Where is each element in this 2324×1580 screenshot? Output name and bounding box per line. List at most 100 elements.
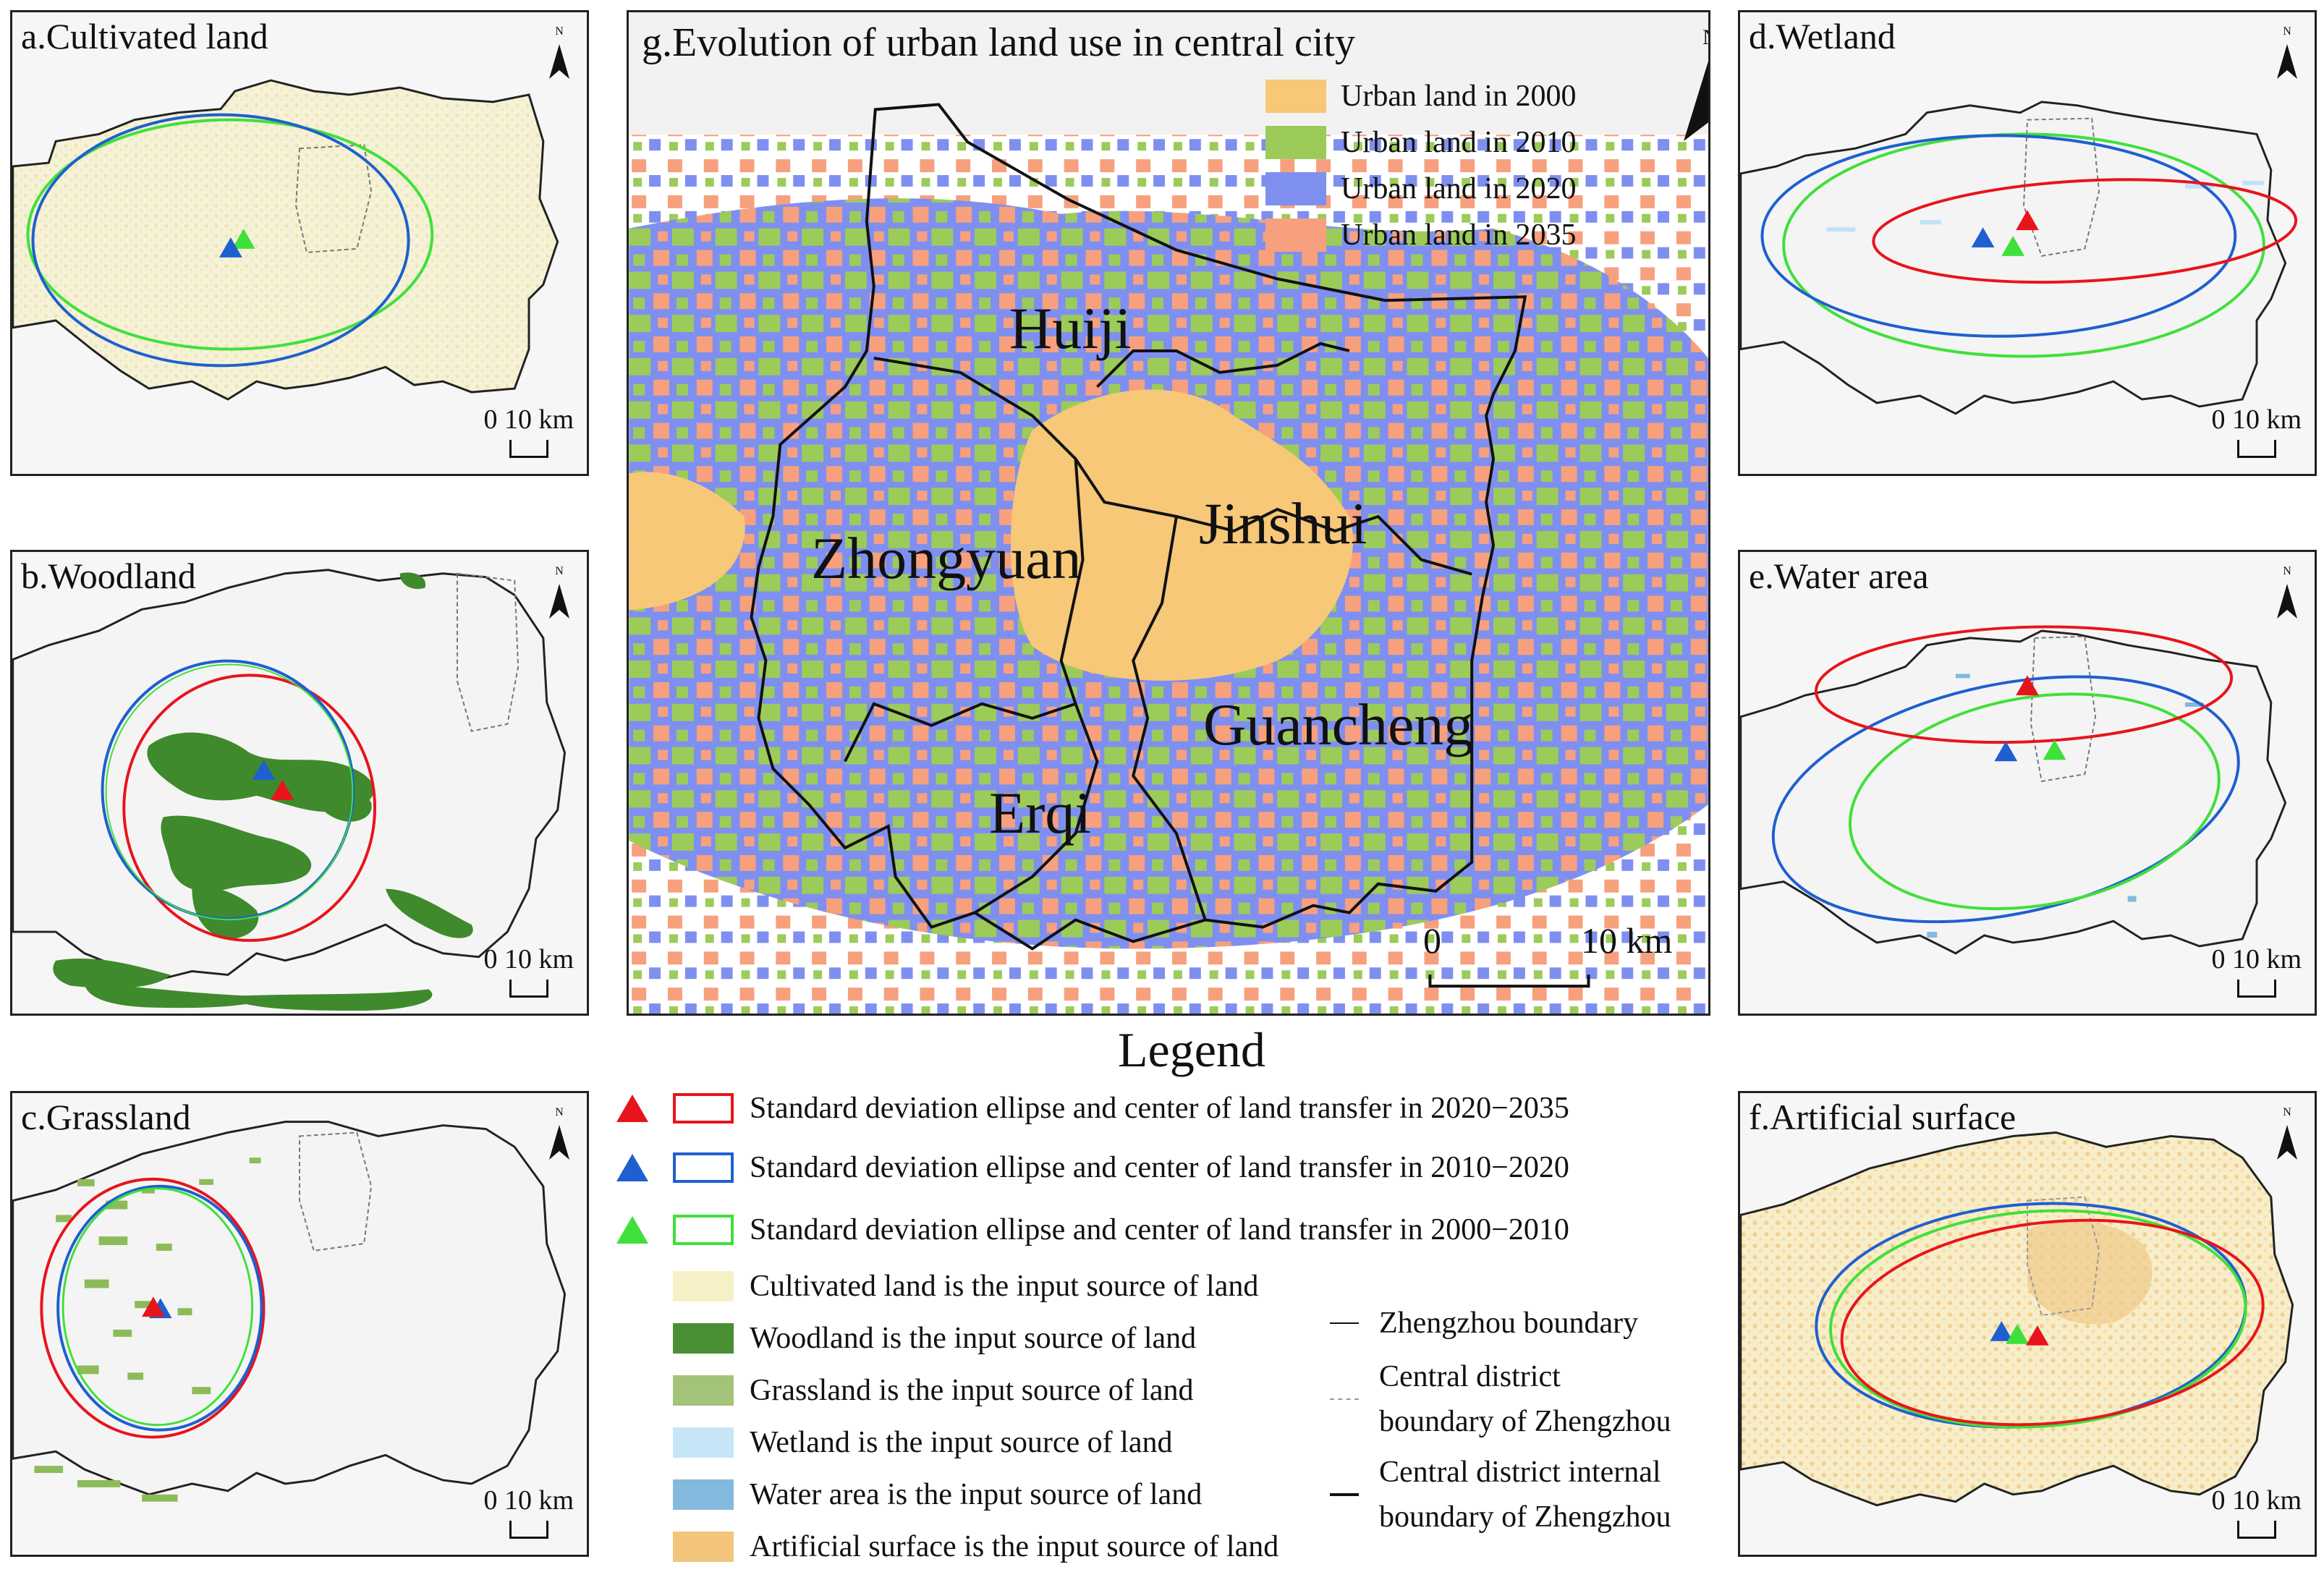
center-marker-2010-2020-icon — [616, 1154, 648, 1181]
legend-label: Zhengzhou boundary — [1379, 1307, 1639, 1340]
central-map-title: g.Evolution of urban land use in central… — [642, 20, 1355, 65]
panel-woodland: b.Woodland N 0 10 km — [10, 550, 589, 1016]
legend-label: Artificial surface is the input source o… — [750, 1530, 1279, 1563]
legend-entry-water: Water area is the input source of land — [673, 1473, 1202, 1516]
cultivated-land-map — [12, 79, 559, 401]
north-arrow-icon: N — [545, 565, 574, 623]
urban-2035-swatch — [1265, 218, 1326, 252]
scale-label: 0 10 km — [483, 1485, 574, 1516]
ellipse-2000-2010 — [62, 1187, 254, 1427]
grassland-swatch — [673, 1375, 734, 1406]
north-arrow-icon: N — [545, 1106, 574, 1164]
panel-water-area: e.Water area N 0 10 km — [1738, 550, 2317, 1016]
legend-label: boundary of Zhengzhou — [1379, 1500, 1671, 1534]
center-2010-2020-marker — [1971, 227, 1995, 247]
ellipse-2010-2020 — [31, 113, 410, 368]
ellipse-2020-2035 — [40, 1177, 266, 1439]
artificial-swatch — [673, 1532, 734, 1562]
district-boundary-guancheng — [1132, 516, 1207, 921]
urban-2000-west — [629, 472, 745, 611]
panel-central-city: g.Evolution of urban land use in central… — [627, 10, 1710, 1016]
artificial-surface-map — [1740, 1131, 2294, 1507]
urban-2000-core — [1010, 389, 1353, 681]
center-2010-2020-marker — [219, 237, 242, 258]
scale-bar: 0 10 km — [483, 943, 574, 998]
center-2010-2020-marker — [252, 760, 276, 781]
zhengzhou-boundary — [1740, 101, 2287, 415]
legend-label: Water area is the input source of land — [750, 1478, 1203, 1511]
scale-label: 0 10 km — [483, 404, 574, 435]
center-2000-2010-marker — [2001, 236, 2025, 256]
panel-title: c.Grassland — [21, 1097, 191, 1137]
scale-bar: 0 10 km — [483, 404, 574, 458]
legend-label: Woodland is the input source of land — [750, 1322, 1197, 1355]
legend-entry-2020-2035: Standard deviation ellipse and center of… — [616, 1087, 1569, 1130]
center-2010-2020-marker — [1994, 741, 2018, 762]
north-label: N — [2283, 25, 2291, 38]
district-boundary-zhongyuan — [844, 459, 1085, 763]
central-city-boundary — [750, 103, 1527, 951]
panel-title: f.Artificial surface — [1749, 1097, 2016, 1137]
center-2010-2020-marker — [1990, 1321, 2014, 1341]
legend-entry-central-district-boundary: Central district boundary of Zhengzhou — [1330, 1354, 1671, 1444]
legend-label: Central district — [1379, 1360, 1561, 1393]
legend-entry-2000-2010: Standard deviation ellipse and center of… — [616, 1208, 1569, 1252]
center-2000-2010-marker — [2006, 1324, 2029, 1344]
urban-2020-swatch — [1265, 172, 1326, 205]
ellipse-2000-2010 — [26, 118, 434, 351]
zhengzhou-boundary — [1740, 1131, 2294, 1507]
zhengzhou-boundary — [12, 79, 559, 401]
ellipse-2010-2020-swatch — [673, 1152, 734, 1183]
panel-title: d.Wetland — [1749, 16, 1896, 56]
center-2020-2035-marker — [2016, 675, 2039, 696]
north-label: N — [555, 565, 564, 577]
district-label-erqi: Erqi — [989, 780, 1092, 846]
north-arrow-icon: N — [2273, 565, 2302, 623]
urban-legend-item-2000: Urban land in 2000 — [1265, 73, 1576, 119]
district-label-huiji: Huiji — [1009, 295, 1132, 361]
north-arrow-icon: N — [2273, 25, 2302, 83]
legend-label: Central district internal — [1379, 1456, 1661, 1489]
panel-title: b.Woodland — [21, 556, 196, 596]
grassland-patches — [34, 1158, 261, 1502]
north-label: N — [555, 25, 564, 38]
legend-label: boundary of Zhengzhou — [1379, 1405, 1671, 1438]
scale-bar: 0 10 km — [2211, 1485, 2302, 1539]
scale-label: 0 10 km — [2211, 1485, 2302, 1516]
urban-2010-swatch — [1265, 126, 1326, 159]
panel-cultivated-land: a.Cultivated land N 0 10 km — [10, 10, 589, 476]
central-district-boundary — [2027, 1196, 2100, 1317]
cultivated-swatch — [673, 1271, 734, 1301]
legend-entry-woodland: Woodland is the input source of land — [673, 1317, 1196, 1360]
central-district-boundary — [2030, 635, 2097, 783]
scale-bar: 0 10 km — [2211, 404, 2302, 458]
scale-ten-label: 10 km — [1581, 920, 1673, 961]
panel-title: a.Cultivated land — [21, 16, 268, 56]
center-2020-2035-marker — [142, 1296, 165, 1317]
north-label: N — [1678, 25, 1708, 50]
water-swatch — [673, 1479, 734, 1510]
legend-label: Standard deviation ellipse and center of… — [750, 1213, 1569, 1246]
legend-label: Cultivated land is the input source of l… — [750, 1270, 1259, 1303]
center-2020-2035-marker — [2016, 210, 2039, 231]
legend-title: Legend — [1118, 1022, 1265, 1077]
ellipse-2000-2010-swatch — [673, 1215, 734, 1245]
ellipse-2010-2020 — [1760, 134, 2237, 338]
woodland-map — [12, 569, 567, 1011]
central-district-boundary — [2023, 117, 2100, 257]
urban-2000-swatch — [1265, 80, 1326, 113]
district-boundary-jinshui — [1096, 341, 1350, 388]
grassland-map — [12, 1121, 567, 1502]
ellipse-2020-2035-swatch — [673, 1093, 734, 1124]
legend-entry-artificial: Artificial surface is the input source o… — [673, 1525, 1278, 1568]
north-arrow-icon: N — [1678, 25, 1708, 148]
wetland-swatch — [673, 1427, 734, 1458]
legend-label: Wetland is the input source of land — [750, 1426, 1173, 1459]
central-city-map — [629, 12, 1708, 1014]
center-2020-2035-marker — [271, 780, 294, 800]
legend-label: Standard deviation ellipse and center of… — [750, 1092, 1569, 1125]
north-label: N — [2283, 565, 2291, 577]
zhengzhou-boundary — [1740, 629, 2287, 955]
panel-artificial-surface: f.Artificial surface N 0 10 km — [1738, 1091, 2317, 1557]
legend-label: Standard deviation ellipse and center of… — [750, 1151, 1569, 1184]
